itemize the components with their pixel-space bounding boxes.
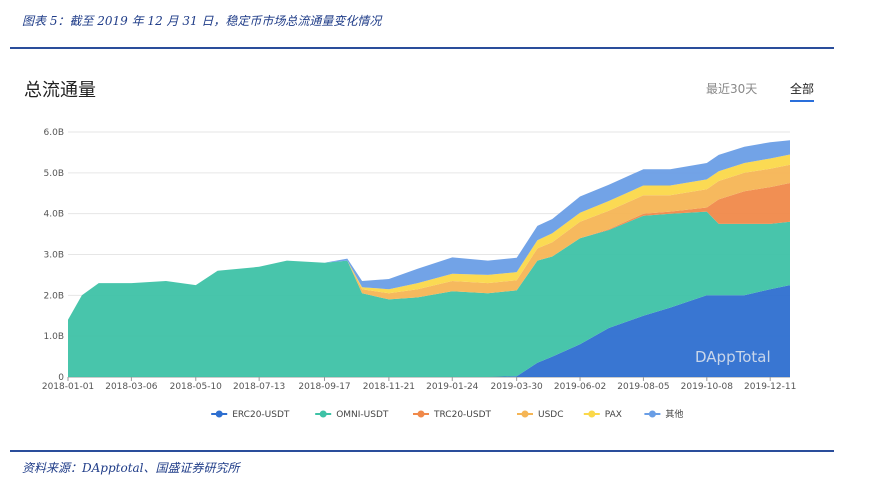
x-tick-label: 2018-01-01 — [42, 382, 94, 392]
legend: ERC20-USDT OMNI-USDT TRC20-USDT USDC PAX 其他 — [211, 408, 683, 420]
panel-title: 总流通量 — [24, 80, 96, 101]
legend-marker — [417, 410, 425, 418]
legend-label: 其他 — [665, 408, 683, 420]
x-tick-label: 2019-03-30 — [490, 382, 543, 392]
legend-marker — [521, 410, 529, 418]
legend-item[interactable]: ERC20-USDT — [211, 410, 290, 420]
series-area-其他 — [68, 140, 790, 320]
legend-item[interactable]: USDC — [517, 410, 564, 420]
y-tick-label: 4.0B — [44, 210, 65, 220]
x-tick-label: 2018-03-06 — [105, 382, 158, 392]
x-tick-label: 2019-06-02 — [554, 382, 606, 392]
x-tick-label: 2018-05-10 — [170, 382, 223, 392]
y-tick-label: 5.0B — [44, 169, 65, 179]
y-tick-label: 2.0B — [44, 291, 65, 301]
legend-marker — [648, 410, 656, 418]
x-tick-label: 2019-01-24 — [426, 382, 479, 392]
legend-item[interactable]: PAX — [583, 410, 622, 420]
legend-label: USDC — [538, 410, 564, 420]
x-axis: 2018-01-01 2018-03-06 2018-05-10 2018-07-13… — [42, 377, 796, 392]
legend-label: TRC20-USDT — [433, 410, 492, 420]
bottom-rule — [10, 450, 834, 452]
x-tick-label: 2018-11-21 — [363, 382, 415, 392]
tab-all[interactable]: 全部 — [790, 80, 815, 102]
y-tick-label: 1.0B — [44, 332, 65, 342]
watermark-text: DAppTotal — [695, 348, 771, 366]
x-tick-label: 2018-07-13 — [233, 382, 285, 392]
legend-label: OMNI-USDT — [336, 410, 389, 420]
figure-title: 图表 5：截至 2019 年 12 月 31 日，稳定币市场总流通量变化情况 — [22, 14, 382, 28]
legend-label: ERC20-USDT — [232, 410, 290, 420]
area-layers — [68, 140, 790, 377]
legend-marker — [319, 410, 327, 418]
top-rule — [10, 47, 834, 49]
x-tick-label: 2019-12-11 — [744, 382, 796, 392]
legend-label: PAX — [605, 410, 622, 420]
legend-item[interactable]: OMNI-USDT — [315, 410, 389, 420]
y-tick-label: 0 — [58, 373, 64, 383]
series-area-erc20-usdt — [68, 285, 790, 377]
series-area-omni-usdt — [68, 211, 790, 377]
series-area-usdc — [68, 164, 790, 320]
y-tick-label: 3.0B — [44, 251, 65, 261]
legend-marker — [588, 410, 596, 418]
legend-item[interactable]: TRC20-USDT — [413, 410, 492, 420]
x-tick-label: 2019-10-08 — [681, 382, 734, 392]
y-tick-label: 6.0B — [44, 128, 65, 138]
tab-recent-30-days[interactable]: 最近30天 — [706, 82, 758, 96]
y-axis: 0 1.0B 2.0B 3.0B 4.0B 5.0B 6.0B — [44, 128, 65, 383]
source-note: 资料来源：DApptotal、国盛证券研究所 — [22, 461, 240, 475]
legend-item[interactable]: 其他 — [644, 408, 683, 420]
x-tick-label: 2019-08-05 — [617, 382, 669, 392]
x-tick-label: 2018-09-17 — [298, 382, 350, 392]
legend-marker — [215, 410, 223, 418]
